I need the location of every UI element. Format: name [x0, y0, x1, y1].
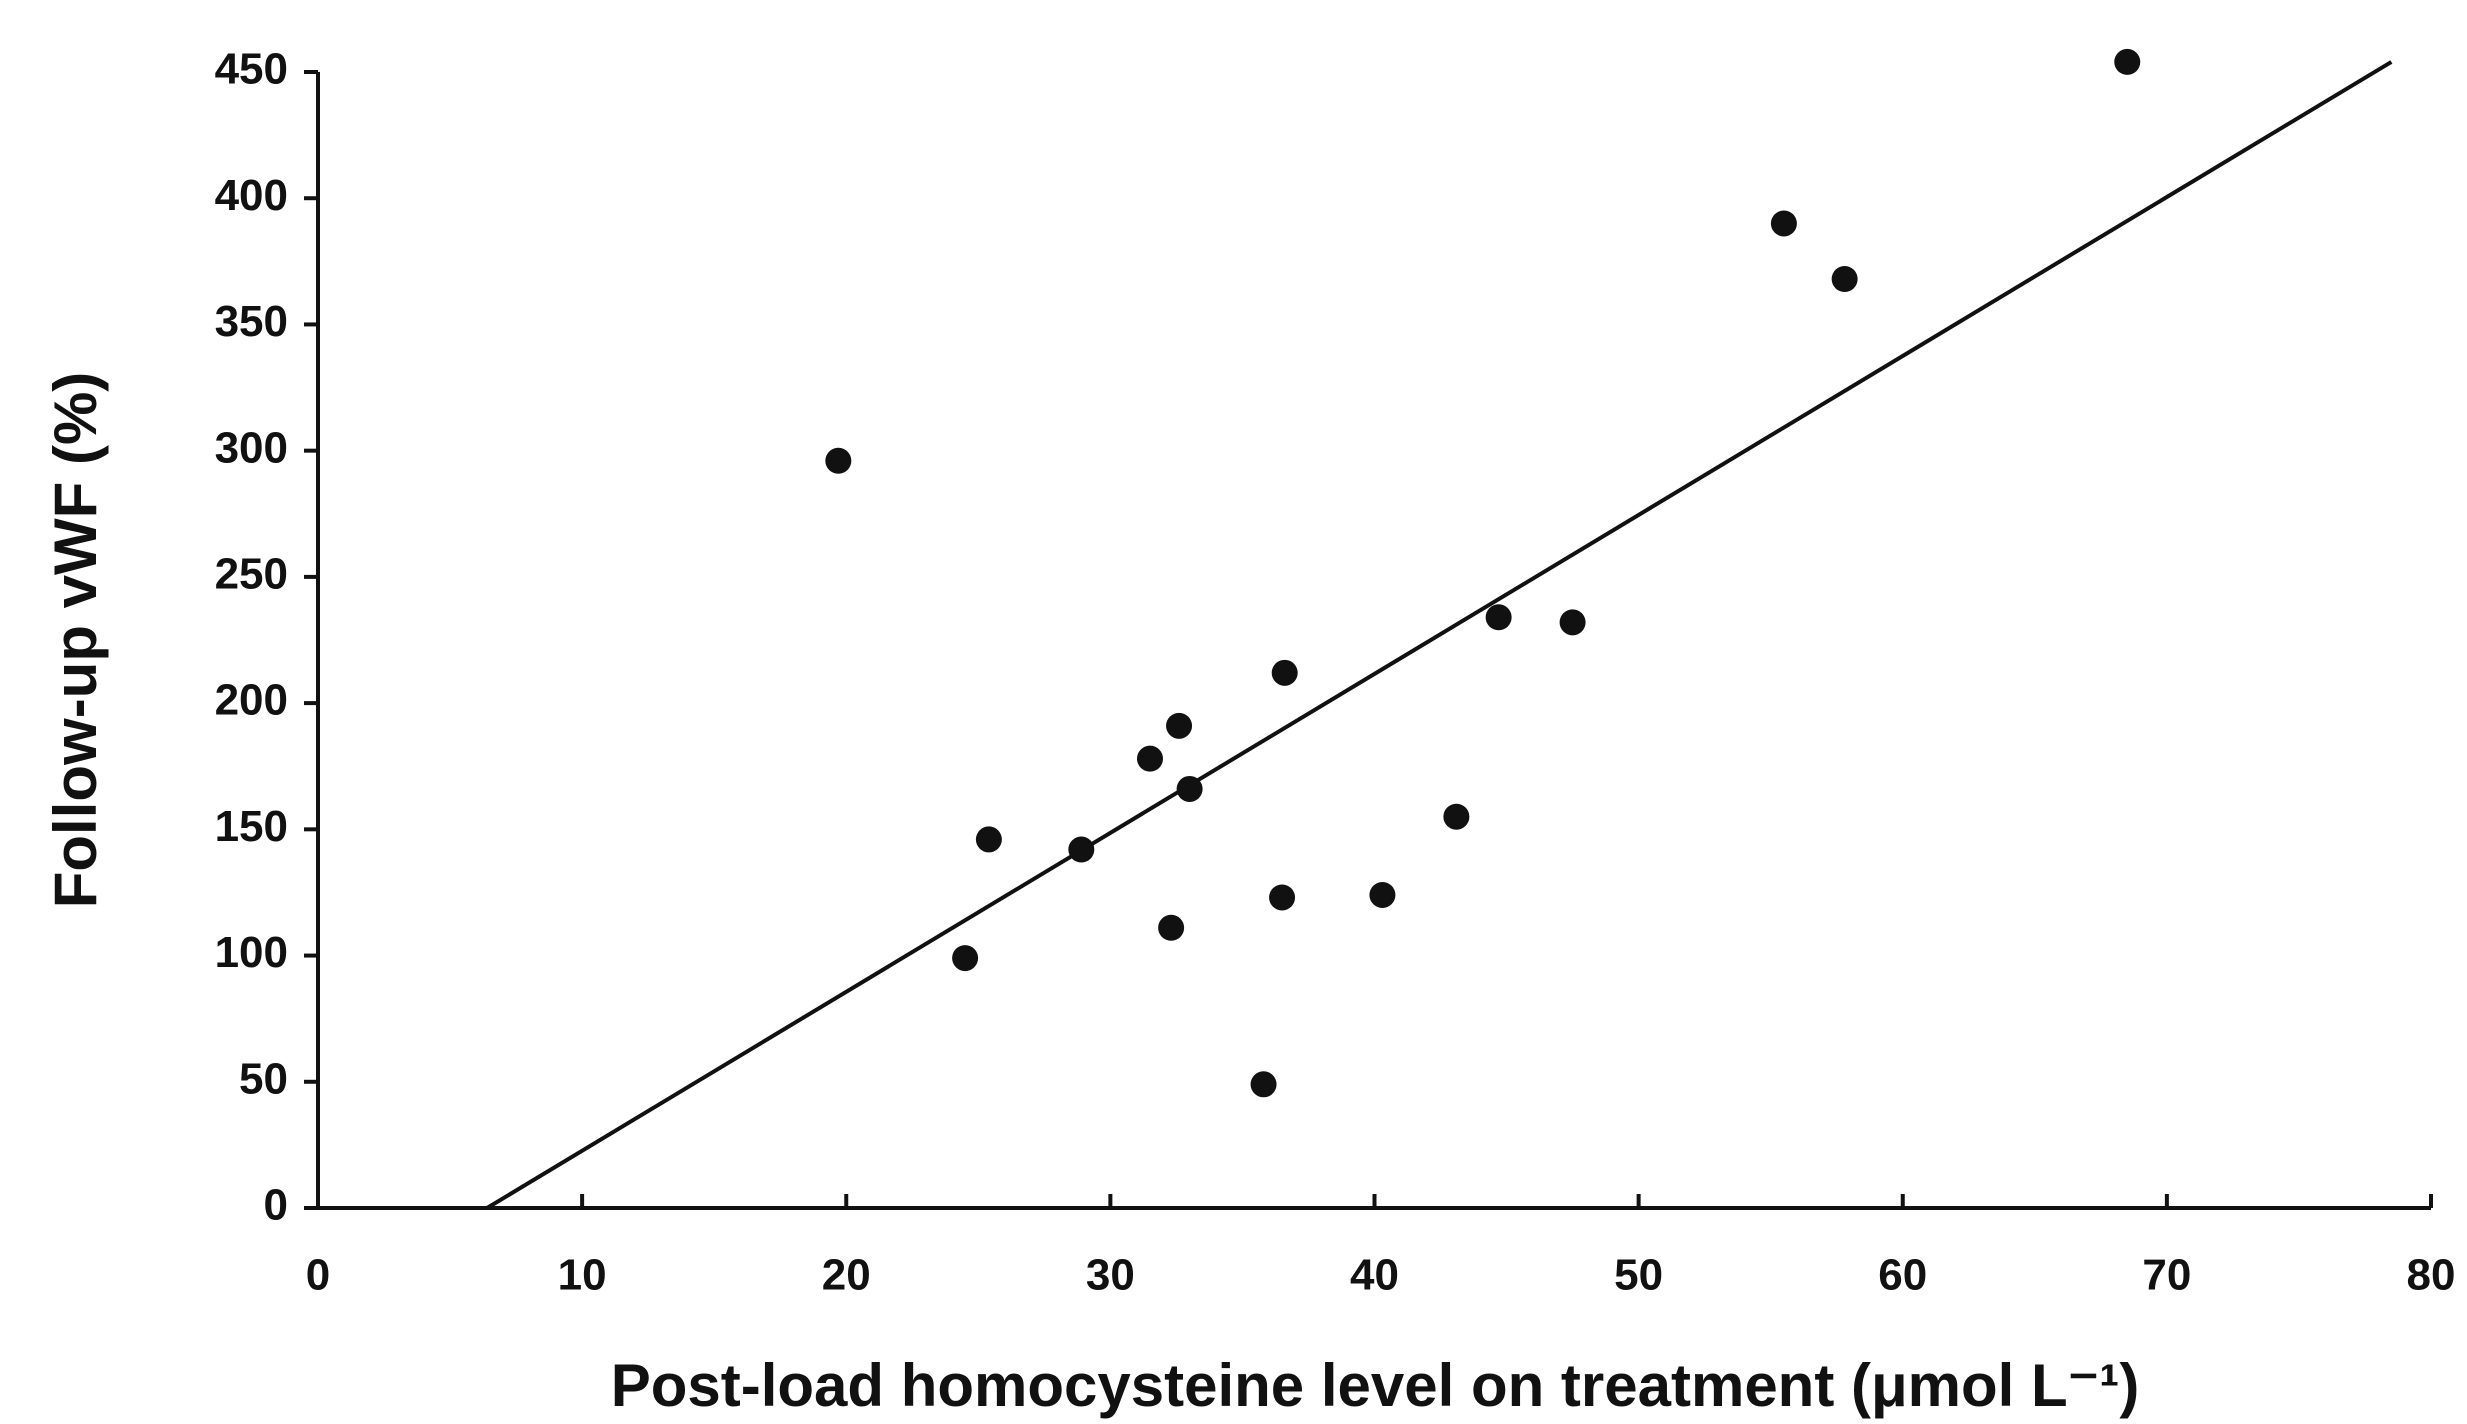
- x-axis-label: Post-load homocysteine level on treatmen…: [611, 1352, 2140, 1419]
- point: [1369, 881, 1396, 908]
- x-tick-label: 0: [306, 1251, 330, 1300]
- point: [1068, 836, 1095, 863]
- x-tick-label: 30: [1086, 1251, 1135, 1300]
- point: [1166, 712, 1193, 739]
- x-tick-label: 40: [1350, 1251, 1399, 1300]
- y-tick-label: 200: [215, 676, 288, 725]
- x-tick-label: 50: [1614, 1251, 1663, 1300]
- y-tick-label: 400: [215, 171, 288, 220]
- x-tick-label: 60: [1878, 1251, 1927, 1300]
- y-tick-label: 100: [215, 928, 288, 977]
- point: [825, 447, 852, 474]
- point: [2114, 48, 2141, 75]
- x-tick-label: 80: [2407, 1251, 2456, 1300]
- point: [1269, 884, 1296, 911]
- point: [1176, 775, 1203, 802]
- x-tick-label: 10: [558, 1251, 607, 1300]
- y-tick-label: 150: [215, 802, 288, 851]
- point: [1271, 659, 1298, 686]
- x-tick-label: 20: [822, 1251, 871, 1300]
- y-tick-label: 0: [264, 1181, 288, 1230]
- point: [1831, 266, 1858, 293]
- y-tick-label: 50: [239, 1054, 288, 1103]
- point: [952, 945, 979, 972]
- point: [1443, 803, 1470, 830]
- y-tick-label: 450: [215, 45, 288, 94]
- y-tick-label: 250: [215, 550, 288, 599]
- trend-line: [486, 60, 2393, 1210]
- point: [1485, 604, 1512, 631]
- point: [1770, 210, 1797, 237]
- y-tick-label: 300: [215, 423, 288, 472]
- point: [1559, 609, 1586, 636]
- y-tick-label: 350: [215, 297, 288, 346]
- point: [1250, 1071, 1277, 1098]
- point: [975, 826, 1002, 853]
- y-axis-label: Follow-up vWF (%): [42, 372, 109, 909]
- point: [1158, 914, 1185, 941]
- x-tick-label: 70: [2142, 1251, 2191, 1300]
- point: [1136, 745, 1163, 772]
